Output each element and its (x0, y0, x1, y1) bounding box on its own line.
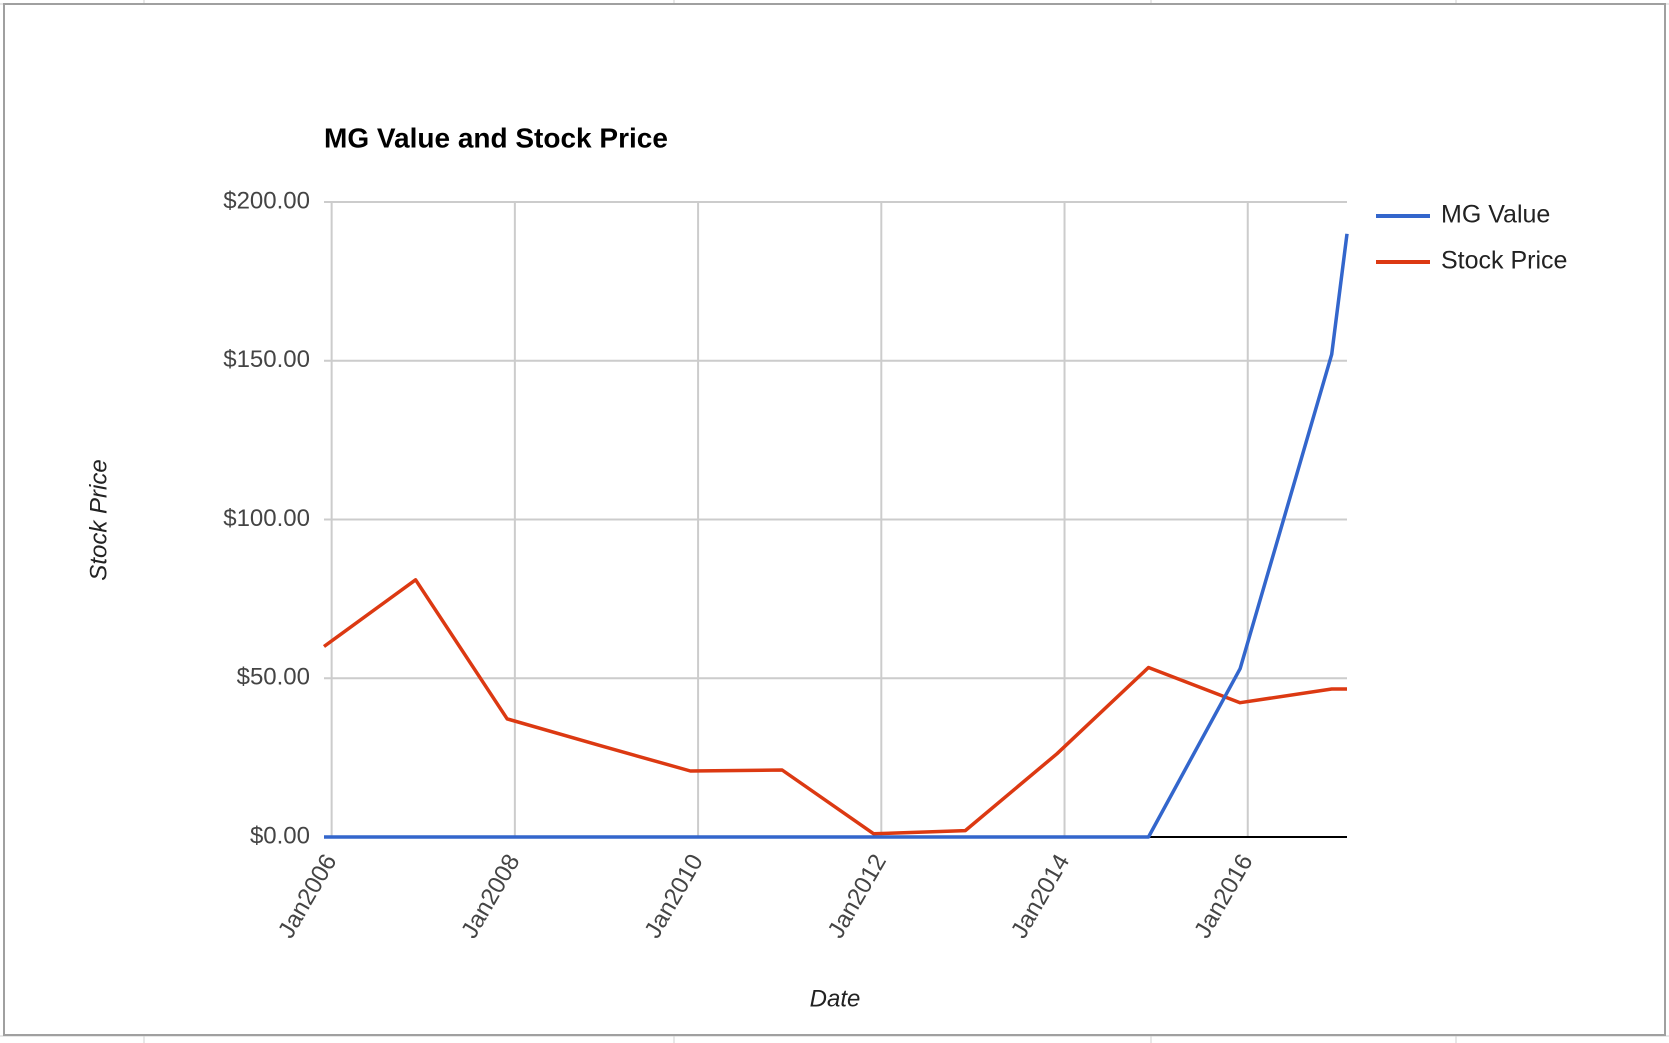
y-axis-title: Stock Price (85, 459, 112, 580)
legend-label: Stock Price (1441, 247, 1567, 275)
legend-label: MG Value (1441, 201, 1550, 229)
y-tick-label: $200.00 (223, 187, 310, 214)
y-tick-label: $50.00 (237, 664, 310, 691)
y-tick-label: $0.00 (250, 822, 310, 849)
series-line (324, 233, 1349, 839)
y-tick-label: $150.00 (223, 346, 310, 373)
chart-title: MG Value and Stock Price (324, 122, 668, 153)
series-line (322, 578, 1347, 836)
y-tick-label: $100.00 (223, 505, 310, 532)
x-axis-title: Date (810, 985, 861, 1012)
